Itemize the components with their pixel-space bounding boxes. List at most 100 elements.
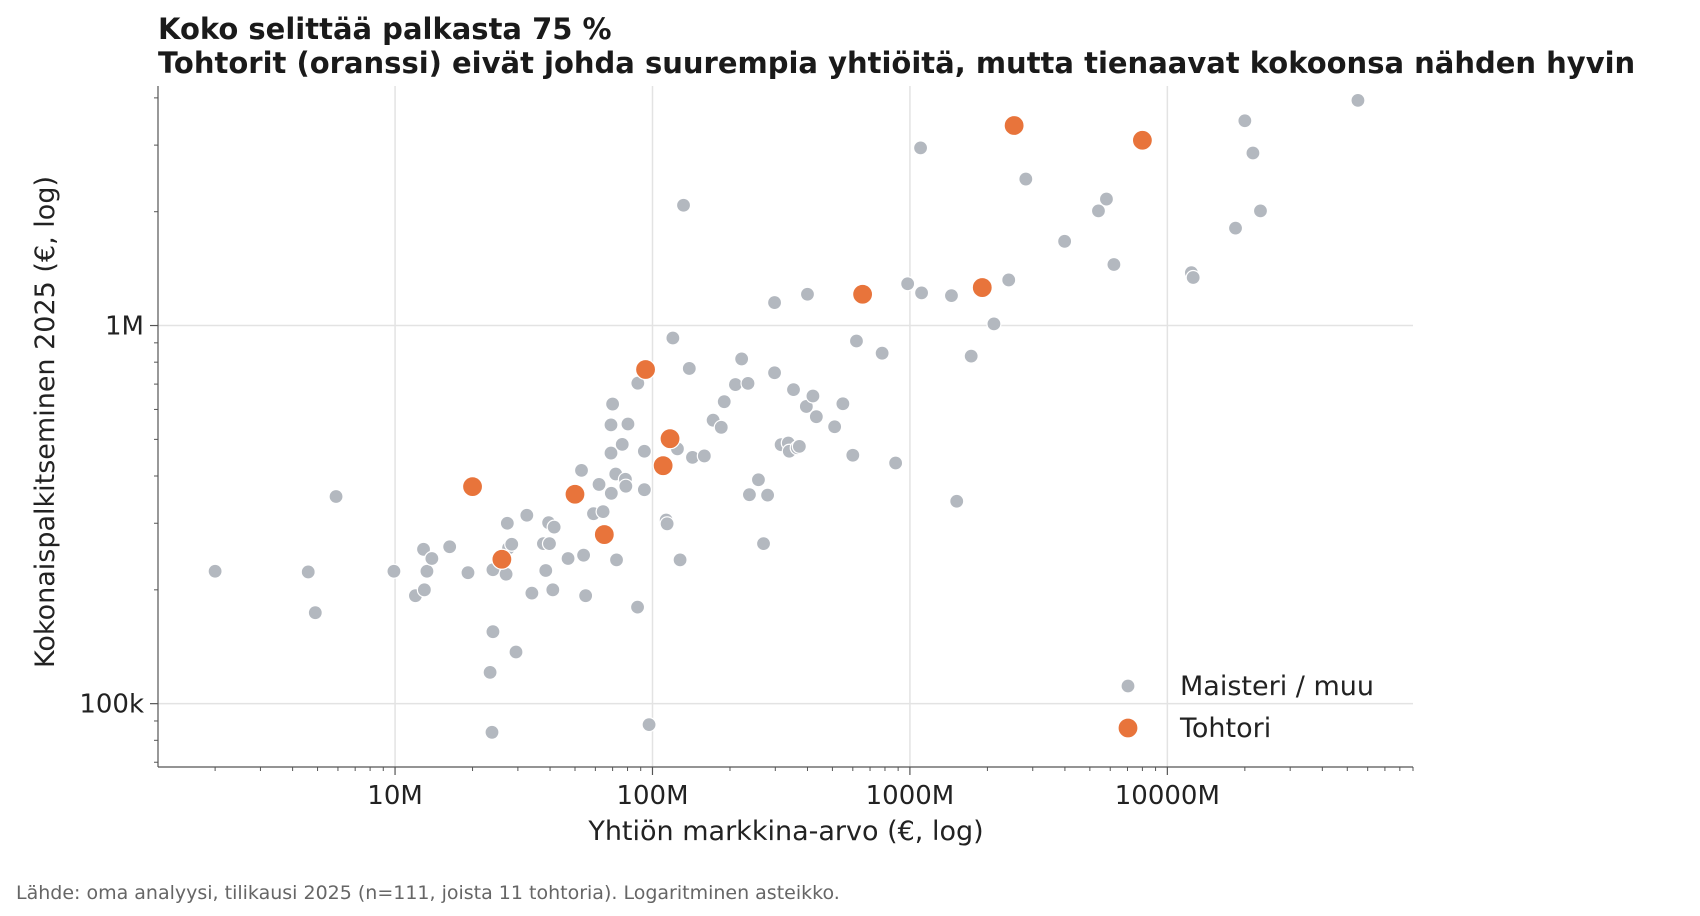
- y-tick-label: 100k: [79, 690, 144, 720]
- legend: Maisteri / muu Tohtori: [1117, 671, 1374, 744]
- x-tick-label: 10M: [367, 781, 423, 811]
- point-tohtori: [593, 523, 615, 546]
- point-tohtori: [491, 548, 513, 570]
- point-tohtori: [634, 358, 657, 381]
- point-maisteri: [546, 519, 562, 535]
- point-maisteri: [913, 285, 930, 301]
- point-tohtori: [461, 476, 484, 498]
- point-maisteri: [482, 664, 498, 680]
- point-tohtori: [971, 276, 993, 299]
- point-maisteri: [1098, 191, 1115, 207]
- point-maisteri: [1001, 272, 1017, 288]
- point-maisteri: [734, 351, 750, 367]
- legend-marker-tohtori: [1117, 717, 1139, 739]
- point-maisteri: [791, 438, 807, 455]
- point-maisteri: [605, 396, 621, 412]
- grid-lines: [158, 86, 1413, 767]
- y-tick-label: 1M: [105, 312, 144, 342]
- point-maisteri: [681, 360, 697, 377]
- point-maisteri: [460, 565, 476, 581]
- y-axis-label: Kokonaispalkitseminen 2025 (€, log): [30, 176, 61, 668]
- point-maisteri: [900, 276, 916, 292]
- point-maisteri: [614, 436, 630, 452]
- data-points: [207, 92, 1366, 740]
- point-maisteri: [675, 197, 692, 213]
- chart-title: Koko selittää palkasta 75 %: [158, 12, 612, 46]
- point-maisteri: [949, 493, 965, 509]
- point-tohtori: [564, 483, 586, 505]
- point-maisteri: [207, 563, 223, 579]
- point-maisteri: [328, 488, 344, 505]
- point-maisteri: [519, 507, 535, 523]
- point-tohtori: [1003, 114, 1025, 137]
- point-maisteri: [716, 394, 732, 410]
- point-maisteri: [750, 472, 767, 488]
- point-maisteri: [1245, 145, 1261, 161]
- point-maisteri: [541, 536, 558, 552]
- point-maisteri: [1237, 113, 1253, 129]
- point-maisteri: [659, 516, 675, 532]
- point-tohtori: [852, 283, 874, 305]
- point-maisteri: [629, 599, 646, 615]
- point-maisteri: [485, 624, 501, 640]
- point-maisteri: [1185, 269, 1201, 286]
- point-maisteri: [1350, 92, 1366, 108]
- legend-marker-maisteri: [1120, 678, 1136, 694]
- point-maisteri: [808, 409, 824, 425]
- point-maisteri: [665, 330, 681, 346]
- point-maisteri: [755, 536, 772, 552]
- point-maisteri: [1090, 203, 1107, 219]
- point-maisteri: [874, 345, 890, 361]
- point-tohtori: [659, 428, 681, 450]
- point-maisteri: [1227, 220, 1244, 236]
- point-maisteri: [827, 419, 843, 435]
- point-maisteri: [603, 417, 619, 433]
- point-maisteri: [603, 445, 619, 461]
- point-maisteri: [386, 563, 402, 579]
- point-maisteri: [595, 504, 611, 520]
- point-maisteri: [620, 416, 636, 432]
- point-maisteri: [641, 717, 657, 733]
- point-tohtori: [652, 455, 674, 477]
- point-maisteri: [419, 563, 435, 579]
- point-maisteri: [560, 550, 576, 567]
- point-maisteri: [1018, 171, 1034, 187]
- point-maisteri: [508, 644, 524, 660]
- point-maisteri: [499, 515, 515, 531]
- x-tick-label: 10000M: [1115, 781, 1220, 811]
- x-axis-label: Yhtiön markkina-arvo (€, log): [587, 816, 983, 847]
- point-maisteri: [578, 588, 594, 604]
- point-maisteri: [300, 564, 316, 580]
- point-maisteri: [845, 447, 861, 463]
- point-maisteri: [848, 333, 865, 349]
- point-maisteri: [766, 294, 783, 311]
- point-maisteri: [888, 455, 904, 471]
- point-maisteri: [636, 443, 652, 459]
- point-maisteri: [766, 365, 783, 381]
- point-maisteri: [636, 482, 652, 498]
- point-maisteri: [1106, 256, 1122, 273]
- point-maisteri: [741, 487, 758, 503]
- point-maisteri: [524, 585, 540, 601]
- source-note: Lähde: oma analyysi, tilikausi 2025 (n=1…: [16, 882, 840, 904]
- point-maisteri: [618, 478, 634, 494]
- point-maisteri: [696, 448, 712, 464]
- point-tohtori: [1131, 129, 1153, 151]
- point-maisteri: [538, 562, 554, 579]
- point-maisteri: [713, 419, 729, 435]
- point-maisteri: [740, 375, 756, 392]
- chart-subtitle: Tohtorit (oranssi) eivät johda suurempia…: [158, 46, 1636, 80]
- point-maisteri: [416, 582, 432, 598]
- point-maisteri: [504, 536, 520, 552]
- point-maisteri: [943, 287, 960, 304]
- point-maisteri: [963, 348, 979, 364]
- point-maisteri: [835, 396, 851, 412]
- point-maisteri: [672, 552, 688, 568]
- point-maisteri: [608, 552, 625, 568]
- legend-label-tohtori: Tohtori: [1179, 713, 1271, 744]
- axes: [150, 86, 1414, 775]
- point-maisteri: [603, 485, 619, 501]
- point-maisteri: [785, 381, 802, 398]
- tick-labels: 10M 100M 1000M 10000M 100k 1M: [79, 312, 1220, 811]
